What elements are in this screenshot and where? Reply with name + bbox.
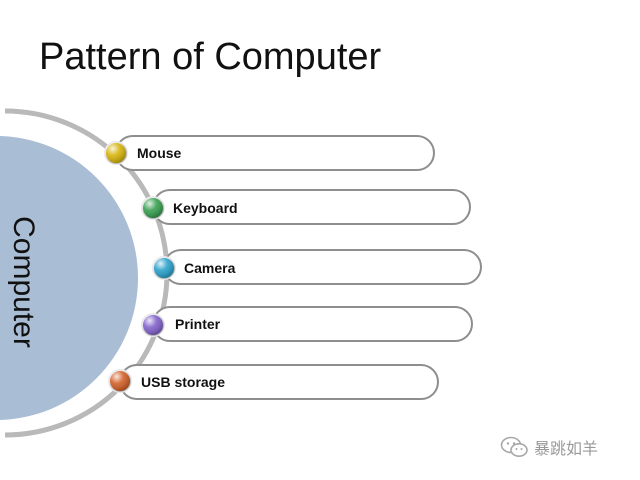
watermark: 暴跳如羊 — [500, 435, 598, 459]
item-mouse: Mouse — [104, 135, 435, 171]
bullet-shine — [142, 314, 164, 336]
item-label: Mouse — [137, 145, 182, 161]
item-usb-storage: USB storage — [108, 364, 439, 400]
item-label: Printer — [175, 316, 221, 332]
computer-label: Computer — [7, 216, 40, 348]
item-label: Keyboard — [173, 200, 238, 216]
bullet-shine — [109, 370, 131, 392]
page-title: Pattern of Computer — [39, 36, 382, 78]
watermark-text: 暴跳如羊 — [534, 439, 599, 458]
item-keyboard: Keyboard — [141, 189, 471, 225]
item-label: Camera — [184, 260, 236, 276]
item-label: USB storage — [141, 374, 225, 390]
wechat-icon — [500, 436, 528, 457]
computer-circle — [0, 136, 138, 420]
bullet-shine — [153, 257, 175, 279]
bullet-shine — [142, 197, 164, 219]
bullet-shine — [105, 142, 127, 164]
item-camera: Camera — [152, 249, 482, 285]
item-printer: Printer — [141, 306, 473, 342]
